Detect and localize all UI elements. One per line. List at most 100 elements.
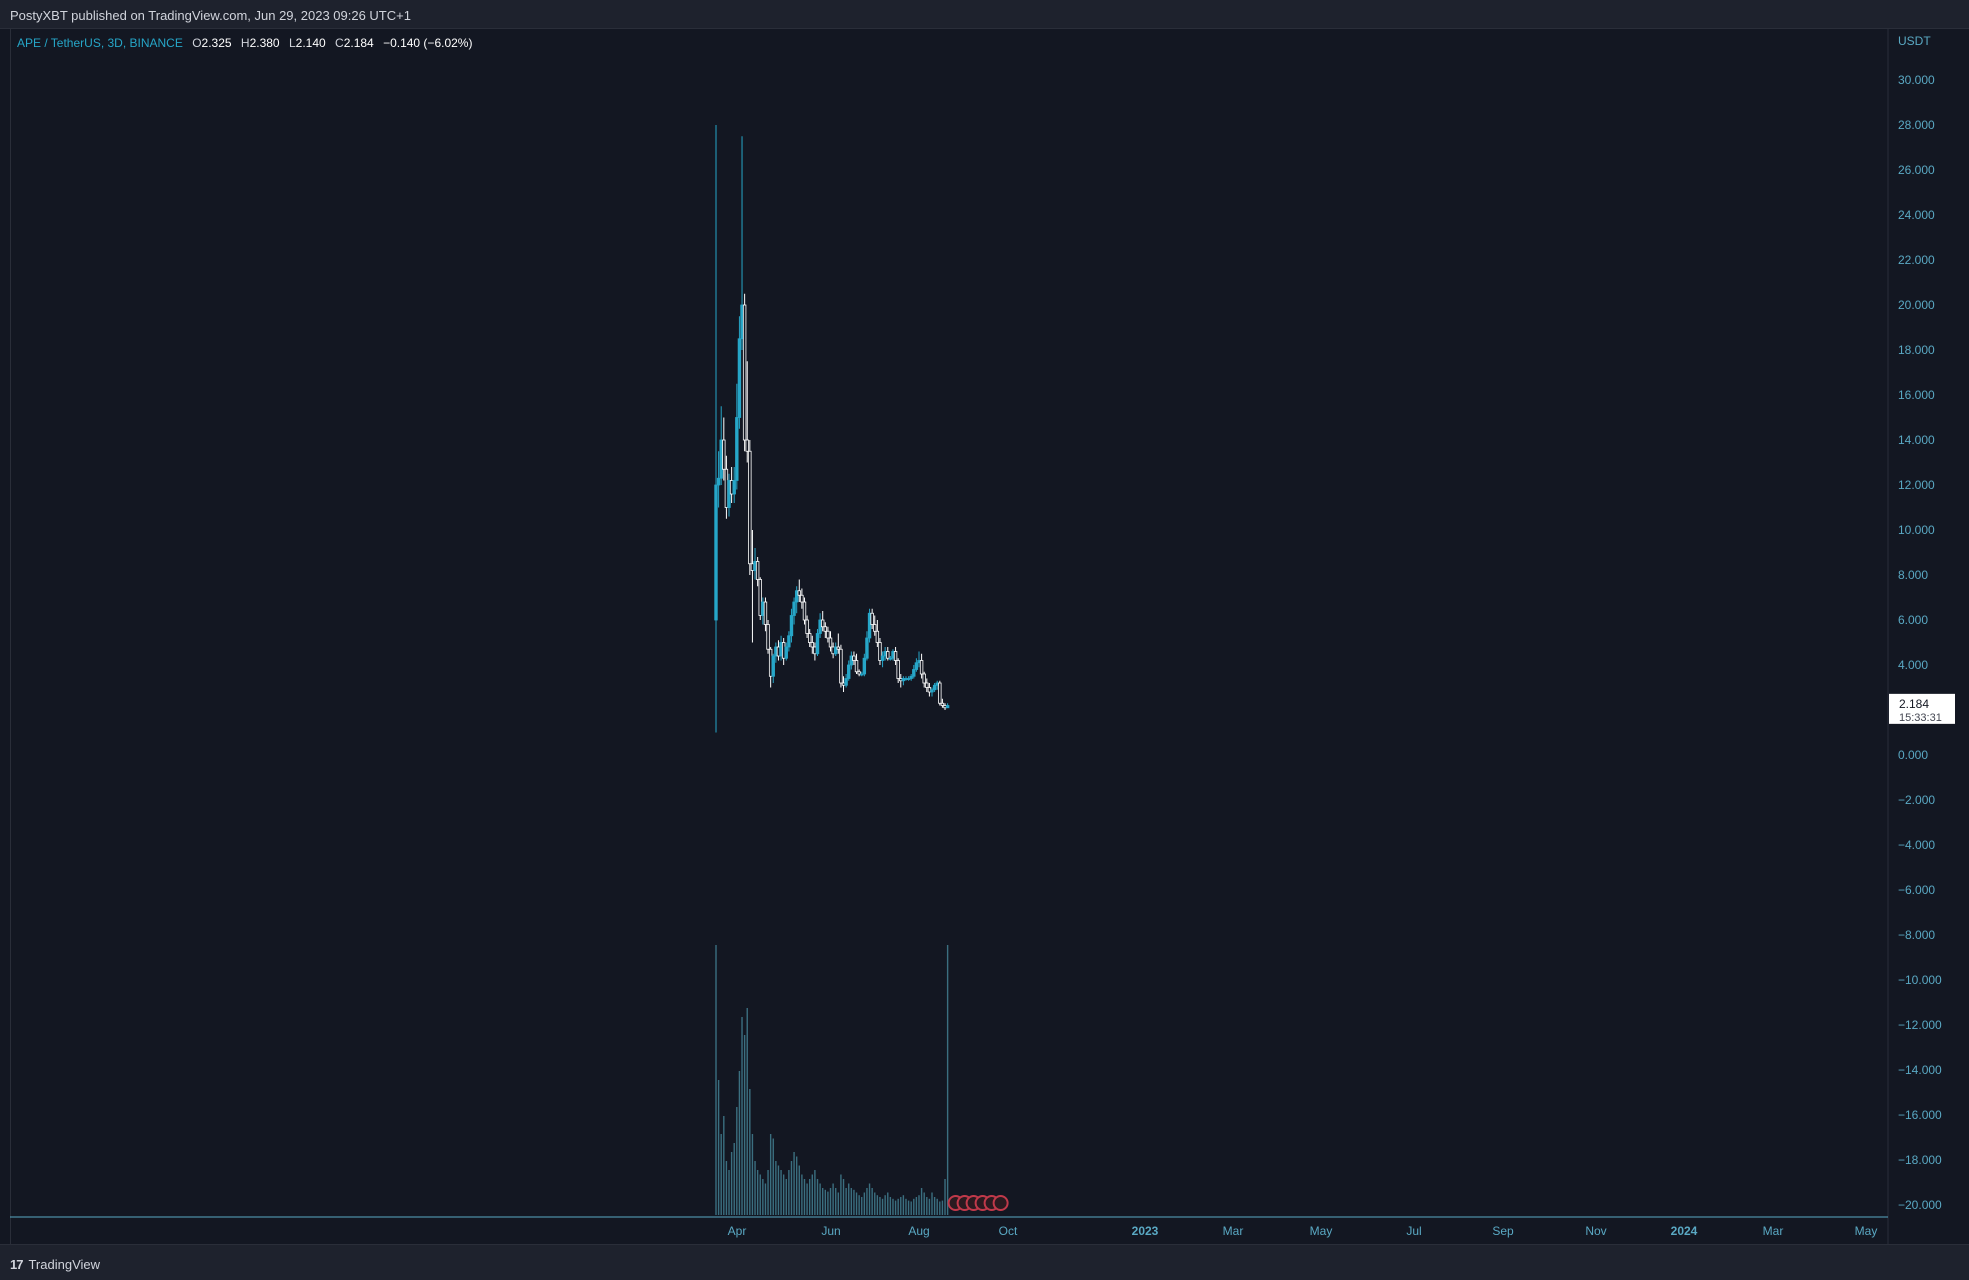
candle[interactable]	[792, 597, 796, 625]
candle-body	[909, 675, 913, 679]
candle[interactable]	[932, 683, 937, 692]
candle[interactable]	[880, 651, 885, 668]
candle[interactable]	[888, 656, 893, 661]
candle[interactable]	[807, 629, 812, 647]
candle[interactable]	[860, 671, 864, 677]
candle[interactable]	[865, 631, 869, 661]
candle[interactable]	[870, 608, 874, 629]
price-axis[interactable]: USDT 30.000 28.000 26.000 24.000 22.000 20.000…	[1898, 34, 1942, 1212]
candle[interactable]	[886, 647, 890, 661]
candle[interactable]	[771, 653, 775, 683]
price-tick-label: −20.000	[1898, 1198, 1942, 1212]
time-tick-label: Aug	[908, 1224, 929, 1238]
candle[interactable]	[758, 577, 762, 620]
candle[interactable]	[794, 586, 799, 614]
candle[interactable]	[714, 125, 718, 733]
candle[interactable]	[735, 383, 739, 490]
candle[interactable]	[766, 620, 770, 654]
candle[interactable]	[857, 669, 861, 677]
candle[interactable]	[925, 678, 929, 693]
candle[interactable]	[763, 597, 768, 632]
candle-body	[807, 633, 812, 643]
candle[interactable]	[909, 674, 913, 681]
candle[interactable]	[938, 680, 942, 706]
candle[interactable]	[748, 440, 752, 575]
time-tick-label: 2023	[1132, 1224, 1159, 1238]
price-tick-label: 16.000	[1898, 388, 1935, 402]
time-axis[interactable]: Apr Jun Aug Oct 2023 Mar May Jul Sep Nov 2024 Mar Ma…	[728, 1224, 1878, 1238]
candle[interactable]	[787, 631, 791, 652]
candle[interactable]	[940, 698, 945, 708]
price-tick-label: 26.000	[1898, 163, 1935, 177]
candle[interactable]	[755, 557, 760, 587]
candle-body	[821, 619, 825, 628]
candle-body	[755, 561, 760, 580]
candle[interactable]	[802, 597, 807, 625]
candle[interactable]	[875, 620, 880, 647]
candle-body	[834, 646, 838, 655]
candle[interactable]	[854, 653, 859, 674]
candle[interactable]	[893, 647, 898, 665]
candle[interactable]	[745, 361, 749, 463]
tradingview-logo[interactable]: 17 TradingView	[10, 1257, 100, 1272]
candle[interactable]	[896, 658, 900, 683]
candle[interactable]	[722, 417, 726, 481]
candle[interactable]	[852, 651, 856, 666]
candle[interactable]	[834, 642, 838, 657]
candle[interactable]	[914, 658, 919, 672]
candle[interactable]	[930, 687, 934, 697]
candle[interactable]	[784, 642, 788, 661]
candle[interactable]	[945, 703, 950, 709]
candle[interactable]	[789, 608, 794, 643]
economic-event-marker[interactable]	[992, 1195, 1009, 1211]
candle[interactable]	[901, 676, 906, 686]
time-tick-label: Oct	[999, 1224, 1018, 1238]
candle-body	[745, 439, 749, 452]
candle-body	[763, 601, 768, 625]
candle[interactable]	[805, 615, 809, 639]
event-markers[interactable]	[947, 1195, 1009, 1211]
candles[interactable]	[714, 125, 950, 733]
candle[interactable]	[867, 608, 872, 643]
price-tick-label: −18.000	[1898, 1153, 1942, 1167]
price-tick-label: 20.000	[1898, 298, 1935, 312]
candle-body	[839, 648, 843, 684]
candle[interactable]	[797, 579, 801, 603]
candle[interactable]	[862, 653, 867, 677]
candle-body	[893, 651, 898, 661]
candle-body	[766, 624, 770, 650]
chart-frame[interactable]	[10, 29, 1888, 1244]
candle[interactable]	[922, 671, 926, 688]
candle[interactable]	[906, 676, 911, 681]
candle[interactable]	[737, 316, 742, 429]
candle[interactable]	[847, 660, 851, 681]
candle-body	[815, 633, 820, 655]
legend-symbol[interactable]: APE / TetherUS, 3D, BINANCE	[17, 36, 183, 50]
candle[interactable]	[742, 293, 747, 452]
candle[interactable]	[836, 633, 841, 654]
candle[interactable]	[800, 588, 804, 609]
candle-body	[758, 579, 762, 616]
candle[interactable]	[732, 467, 736, 503]
candle[interactable]	[823, 622, 828, 638]
candle-body	[797, 590, 801, 596]
candle[interactable]	[919, 653, 924, 679]
candle[interactable]	[844, 674, 848, 688]
candle-body	[880, 655, 885, 661]
candle[interactable]	[828, 631, 833, 652]
candle[interactable]	[912, 665, 916, 679]
legend-open-label: O	[192, 36, 202, 50]
candle[interactable]	[821, 611, 825, 632]
candle[interactable]	[839, 644, 843, 688]
candle[interactable]	[815, 629, 820, 656]
candle[interactable]	[873, 615, 877, 636]
candle-body	[737, 338, 742, 418]
candle[interactable]	[878, 638, 882, 665]
candle-body	[787, 635, 791, 648]
candle[interactable]	[716, 451, 721, 508]
candle[interactable]	[826, 626, 830, 643]
candle[interactable]	[810, 635, 814, 654]
price-tick-label: 4.000	[1898, 658, 1928, 672]
